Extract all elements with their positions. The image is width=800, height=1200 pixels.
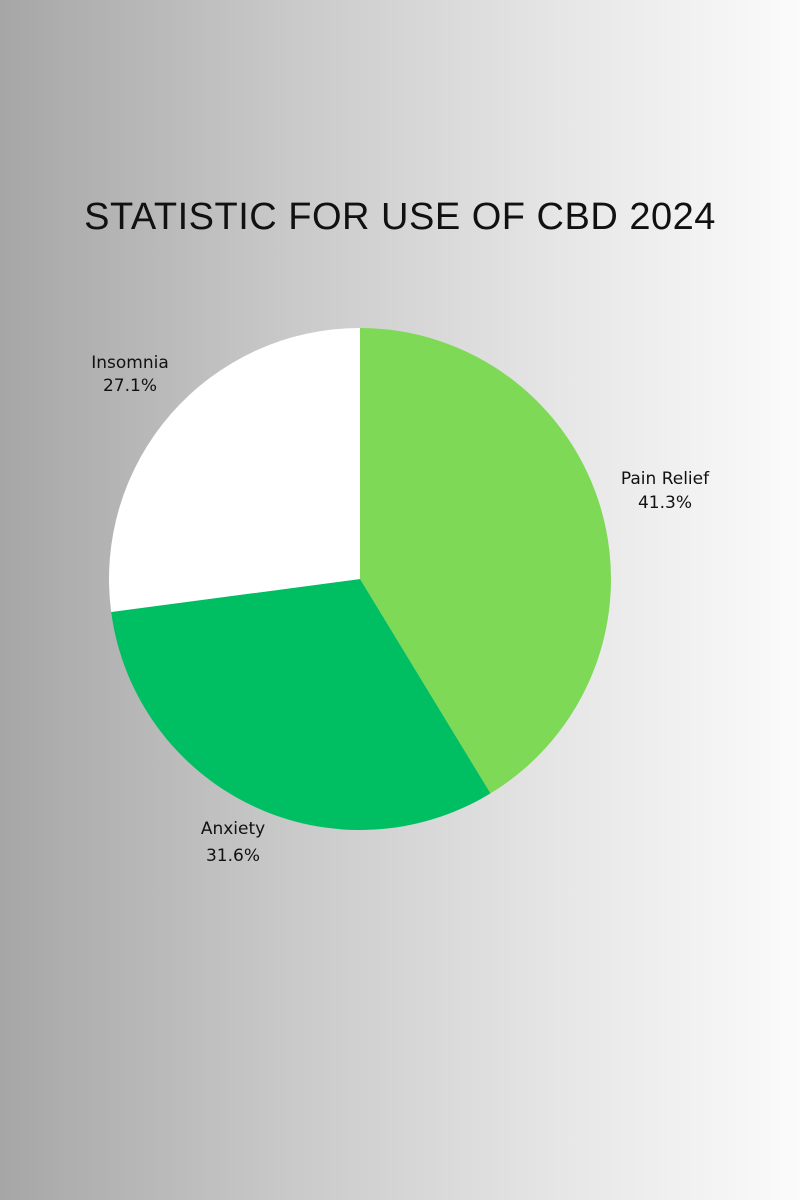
- slice-label-insomnia: Insomnia: [91, 353, 169, 373]
- slice-value-insomnia: 27.1%: [103, 376, 157, 396]
- pie-slice-pain-relief: [360, 328, 612, 794]
- slice-value-pain-relief: 41.3%: [638, 493, 692, 513]
- pie-slice-anxiety: [111, 579, 491, 830]
- slice-label-anxiety: Anxiety: [201, 819, 265, 839]
- pie-slice-insomnia: [108, 328, 360, 613]
- chart-title: STATISTIC FOR USE OF CBD 2024: [84, 196, 716, 238]
- slice-label-pain-relief: Pain Relief: [621, 469, 710, 489]
- slice-value-anxiety: 31.6%: [206, 846, 260, 866]
